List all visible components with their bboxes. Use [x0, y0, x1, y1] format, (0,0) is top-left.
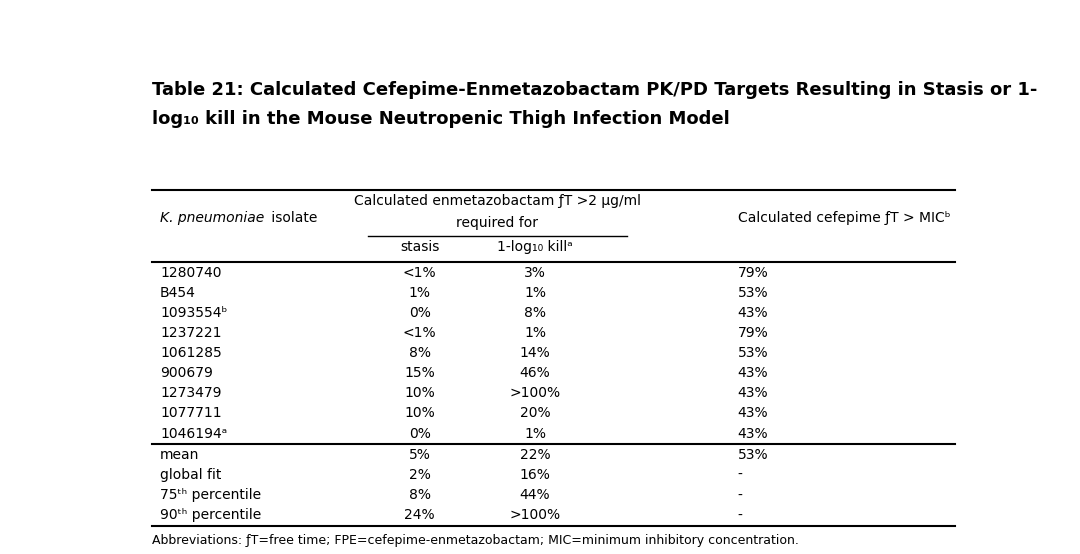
Text: 44%: 44% [519, 489, 551, 502]
Text: 1280740: 1280740 [160, 266, 221, 280]
Text: 1046194ᵃ: 1046194ᵃ [160, 427, 228, 440]
Text: 1%: 1% [524, 286, 546, 300]
Text: Table 21: Calculated Cefepime-Enmetazobactam PK/PD Targets Resulting in Stasis o: Table 21: Calculated Cefepime-Enmetazoba… [151, 81, 1037, 99]
Text: 3%: 3% [524, 266, 546, 280]
Text: >100%: >100% [510, 387, 561, 401]
Text: 53%: 53% [738, 346, 768, 360]
Text: mean: mean [160, 448, 200, 462]
Text: 53%: 53% [738, 448, 768, 462]
Text: 900679: 900679 [160, 366, 213, 381]
Text: Abbreviations: ƒT=free time; FPE=cefepime-enmetazobactam; MIC=minimum inhibitory: Abbreviations: ƒT=free time; FPE=cefepim… [151, 534, 798, 547]
Text: Calculated cefepime ƒT > MICᵇ: Calculated cefepime ƒT > MICᵇ [738, 211, 950, 225]
Text: 14%: 14% [519, 346, 551, 360]
Text: <1%: <1% [403, 326, 436, 340]
Text: 8%: 8% [408, 489, 431, 502]
Text: >100%: >100% [510, 509, 561, 522]
Text: 1273479: 1273479 [160, 387, 221, 401]
Text: <1%: <1% [403, 266, 436, 280]
Text: 90ᵗʰ percentile: 90ᵗʰ percentile [160, 509, 261, 522]
Text: 15%: 15% [404, 366, 435, 381]
Text: 53%: 53% [738, 286, 768, 300]
Text: stasis: stasis [400, 240, 440, 254]
Text: global fit: global fit [160, 468, 221, 483]
Text: 8%: 8% [408, 346, 431, 360]
Text: B454: B454 [160, 286, 195, 300]
Text: 46%: 46% [519, 366, 551, 381]
Text: log₁₀ kill in the Mouse Neutropenic Thigh Infection Model: log₁₀ kill in the Mouse Neutropenic Thig… [151, 110, 729, 129]
Text: 1%: 1% [408, 286, 431, 300]
Text: isolate: isolate [267, 211, 318, 225]
Text: 5%: 5% [408, 448, 431, 462]
Text: 10%: 10% [404, 407, 435, 420]
Text: 43%: 43% [738, 427, 768, 440]
Text: 79%: 79% [738, 266, 768, 280]
Text: 0%: 0% [408, 306, 431, 320]
Text: 16%: 16% [519, 468, 551, 483]
Text: 75ᵗʰ percentile: 75ᵗʰ percentile [160, 489, 261, 502]
Text: 1077711: 1077711 [160, 407, 221, 420]
Text: 22%: 22% [519, 448, 551, 462]
Text: 43%: 43% [738, 407, 768, 420]
Text: -: - [738, 489, 743, 502]
Text: 79%: 79% [738, 326, 768, 340]
Text: 1061285: 1061285 [160, 346, 221, 360]
Text: 0%: 0% [408, 427, 431, 440]
Text: 24%: 24% [404, 509, 435, 522]
Text: Calculated enmetazobactam ƒT >2 μg/ml: Calculated enmetazobactam ƒT >2 μg/ml [354, 193, 640, 208]
Text: 43%: 43% [738, 366, 768, 381]
Text: 43%: 43% [738, 306, 768, 320]
Text: 10%: 10% [404, 387, 435, 401]
Text: -: - [738, 509, 743, 522]
Text: K. pneumoniae: K. pneumoniae [160, 211, 265, 225]
Text: 43%: 43% [738, 387, 768, 401]
Text: 1093554ᵇ: 1093554ᵇ [160, 306, 228, 320]
Text: 1-log₁₀ killᵃ: 1-log₁₀ killᵃ [497, 240, 573, 254]
Text: 1%: 1% [524, 427, 546, 440]
Text: required for: required for [457, 216, 539, 230]
Text: 1%: 1% [524, 326, 546, 340]
Text: -: - [738, 468, 743, 483]
Text: 8%: 8% [524, 306, 546, 320]
Text: 20%: 20% [519, 407, 551, 420]
Text: 2%: 2% [408, 468, 431, 483]
Text: 1237221: 1237221 [160, 326, 221, 340]
